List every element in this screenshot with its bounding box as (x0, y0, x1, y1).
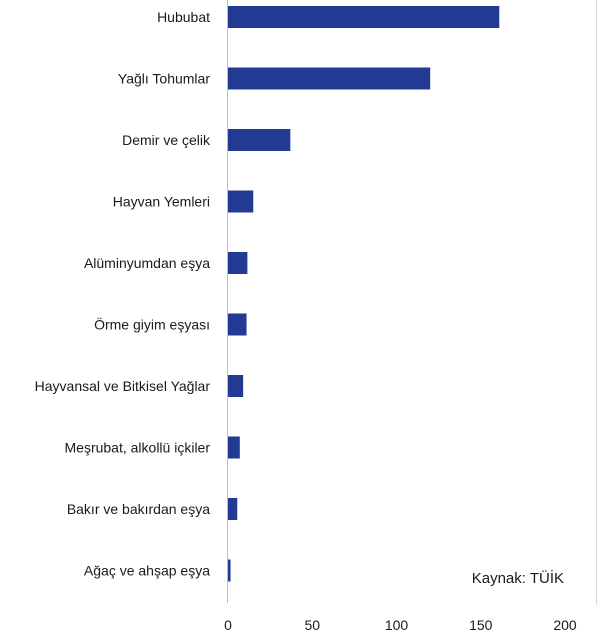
category-label: Hububat (157, 9, 210, 25)
x-tick-label: 150 (469, 617, 493, 633)
bar (228, 252, 248, 274)
x-tick-labels-group: 0 50 100 150 200 (224, 617, 577, 633)
category-label: Yağlı Tohumlar (118, 71, 210, 87)
x-tick-label: 200 (553, 617, 577, 633)
bar (228, 436, 240, 459)
bar (228, 67, 431, 90)
category-label: Ağaç ve ahşap eşya (84, 563, 210, 579)
category-label: Hayvansal ve Bitkisel Yağlar (35, 378, 211, 394)
bar (228, 559, 231, 582)
bar (228, 129, 291, 151)
bar (228, 375, 244, 397)
bar (228, 313, 247, 336)
bar (228, 498, 238, 520)
category-label: Örme giyim eşyası (94, 316, 210, 333)
category-label: Hayvan Yemleri (113, 194, 210, 210)
bar (228, 6, 500, 28)
x-tick-label: 0 (224, 617, 232, 633)
category-label: Demir ve çelik (122, 132, 211, 148)
category-label: Bakır ve bakırdan eşya (67, 501, 210, 517)
category-label: Alüminyumdan eşya (84, 255, 210, 271)
category-labels-group: Hububat Yağlı Tohumlar Demir ve çelik Hayva… (35, 9, 211, 579)
bar (228, 190, 254, 213)
x-tick-label: 100 (385, 617, 409, 633)
bars-group (228, 6, 500, 582)
x-tick-label: 50 (304, 617, 320, 633)
category-label: Meşrubat, alkollü içkiler (65, 440, 211, 456)
source-label: Kaynak: TÜİK (472, 569, 564, 587)
